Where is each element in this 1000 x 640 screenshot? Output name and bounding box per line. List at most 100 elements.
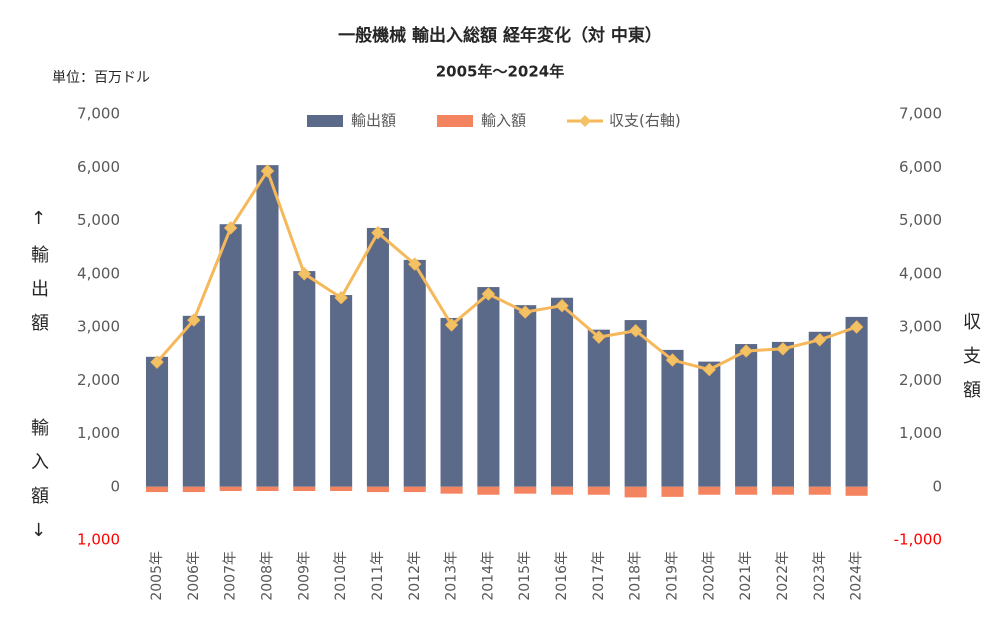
marker xyxy=(813,333,827,347)
bar xyxy=(735,344,758,487)
bar xyxy=(145,486,169,493)
bar xyxy=(293,486,316,492)
bar xyxy=(514,305,537,487)
marker xyxy=(187,313,201,327)
bar xyxy=(182,315,205,487)
bar xyxy=(587,329,610,487)
legend-swatch xyxy=(437,115,473,127)
marker xyxy=(592,330,606,344)
bar xyxy=(514,486,537,494)
legend-label: 収支(右軸) xyxy=(609,112,681,130)
marker xyxy=(739,344,753,358)
marker xyxy=(223,221,238,235)
marker xyxy=(518,305,532,319)
bar xyxy=(735,486,758,495)
x-tick-label: 2016年 xyxy=(554,551,570,601)
bar xyxy=(440,317,463,487)
legend-label: 輸出額 xyxy=(351,112,396,130)
bar xyxy=(219,486,242,492)
bar xyxy=(771,341,794,487)
y2-tick-label: 6,000 xyxy=(899,158,942,176)
bar xyxy=(845,316,868,487)
marker xyxy=(260,164,275,178)
bar xyxy=(808,486,831,495)
x-tick-label: 2015年 xyxy=(517,551,533,601)
chart-subtitle: 2005年～2024年 xyxy=(436,63,565,81)
bar xyxy=(330,486,353,492)
x-tick-label: 2024年 xyxy=(849,551,865,601)
x-tick-label: 2006年 xyxy=(186,551,202,601)
y2-tick-label: 1,000 xyxy=(899,424,942,442)
x-tick-label: 2017年 xyxy=(591,551,607,601)
bar xyxy=(624,486,647,498)
bar xyxy=(698,361,721,487)
legend-swatch xyxy=(307,115,343,127)
marker xyxy=(334,291,348,305)
bar xyxy=(771,486,794,495)
marker xyxy=(628,324,643,338)
bar xyxy=(219,224,242,487)
y-axis-label: ↑輸出額 xyxy=(28,208,49,347)
bar xyxy=(845,486,868,496)
bar xyxy=(661,486,684,497)
bar xyxy=(440,486,463,494)
y-tick-label: 5,000 xyxy=(77,211,120,229)
x-tick-label: 2005年 xyxy=(149,551,165,601)
marker xyxy=(849,320,864,334)
bar xyxy=(403,259,426,487)
x-tick-label: 2019年 xyxy=(664,551,680,601)
bar xyxy=(330,295,353,487)
y-tick-label: 0 xyxy=(110,477,120,495)
bar xyxy=(477,486,500,495)
y-tick-label: 4,000 xyxy=(77,264,120,282)
bar xyxy=(587,486,610,495)
bar xyxy=(698,486,721,495)
unit-label: 単位：百万ドル xyxy=(52,70,150,86)
bar xyxy=(182,486,205,493)
x-tick-label: 2007年 xyxy=(223,551,239,601)
bar xyxy=(293,271,316,487)
marker xyxy=(408,257,422,271)
bar xyxy=(366,227,389,487)
marker xyxy=(776,342,790,356)
bar xyxy=(477,287,500,487)
marker xyxy=(371,226,385,240)
bar xyxy=(550,486,574,495)
legend-swatch xyxy=(579,115,591,127)
y2-tick-label: 2,000 xyxy=(899,371,942,389)
marker xyxy=(665,353,680,367)
y-tick-label: 3,000 xyxy=(77,318,120,336)
marker xyxy=(702,362,717,377)
y2-tick-label: 5,000 xyxy=(899,211,942,229)
x-tick-label: 2008年 xyxy=(259,551,275,601)
x-tick-label: 2012年 xyxy=(407,551,423,601)
y2-tick-label: 3,000 xyxy=(899,318,942,336)
bar xyxy=(366,486,389,493)
x-tick-label: 2010年 xyxy=(333,551,349,601)
y-axis-label: 輸入額↓ xyxy=(28,418,49,557)
marker xyxy=(444,318,459,332)
y2-tick-label: -1,000 xyxy=(894,531,942,549)
y2-tick-label: 4,000 xyxy=(899,264,942,282)
marker xyxy=(555,298,569,313)
x-tick-label: 2011年 xyxy=(370,551,386,601)
y-tick-label: 7,000 xyxy=(77,105,120,123)
x-tick-label: 2018年 xyxy=(628,551,644,601)
bar xyxy=(145,356,169,487)
y-tick-label: 1,000 xyxy=(77,424,120,442)
bar xyxy=(256,165,279,487)
x-tick-label: 2023年 xyxy=(812,551,828,601)
x-tick-label: 2014年 xyxy=(480,551,496,601)
y2-axis-label: 収支額 xyxy=(960,312,981,414)
bar xyxy=(256,486,279,492)
y2-tick-label: 7,000 xyxy=(899,105,942,123)
y-tick-label: 6,000 xyxy=(77,158,120,176)
legend-label: 輸入額 xyxy=(481,112,526,130)
bar xyxy=(661,349,684,487)
bar xyxy=(403,486,426,493)
marker xyxy=(297,267,311,281)
x-tick-label: 2020年 xyxy=(701,551,717,601)
y2-tick-label: 0 xyxy=(932,477,942,495)
y-tick-label: 1,000 xyxy=(77,531,120,549)
